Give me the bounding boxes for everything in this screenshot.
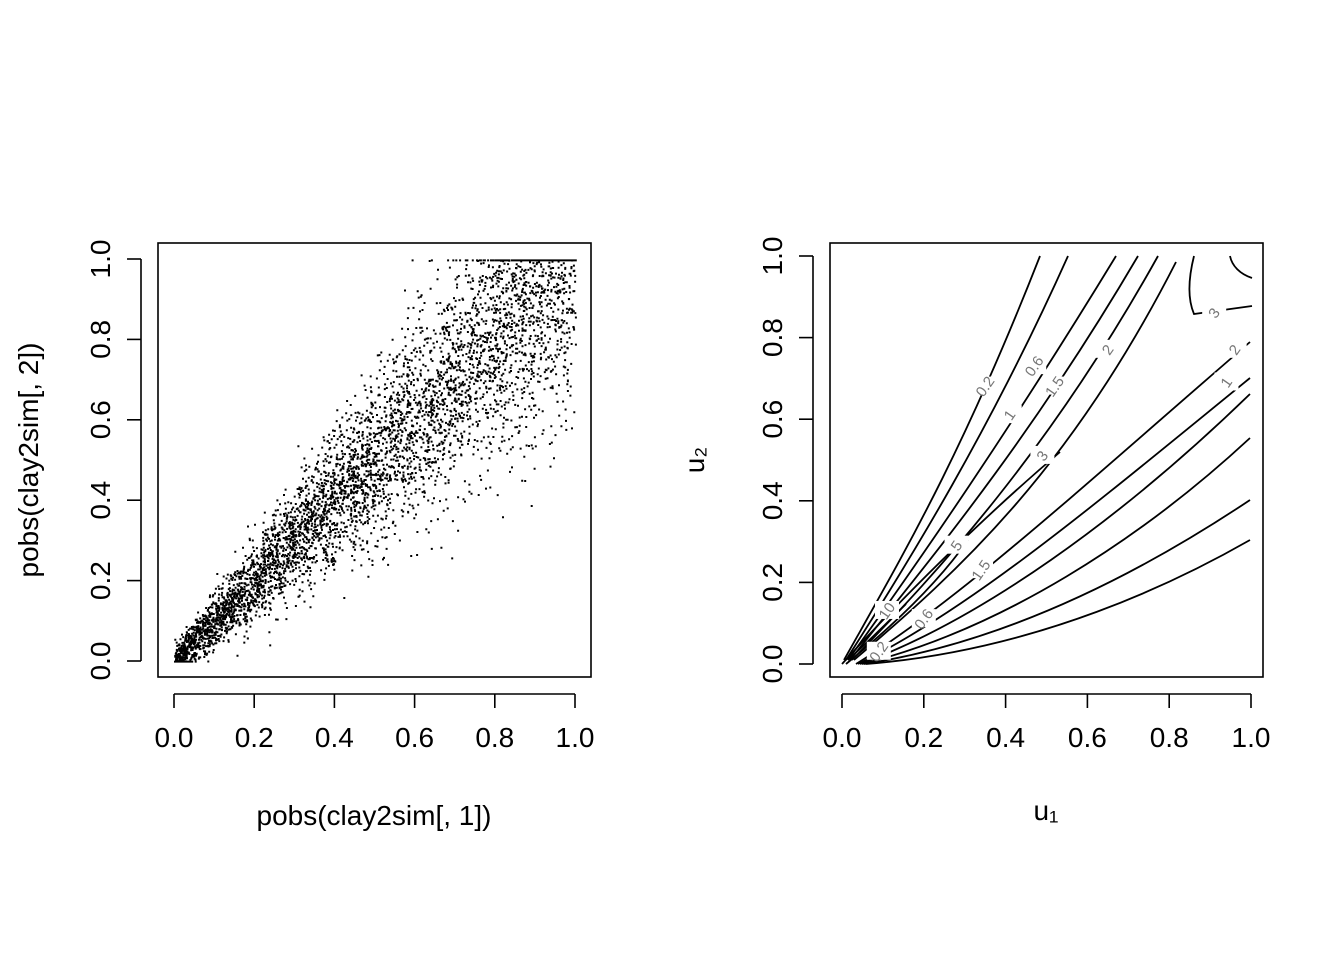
contour-line (861, 437, 1251, 665)
contour-line (857, 377, 1251, 665)
contour-label-background (997, 405, 1022, 424)
contour-y-tick-label: 1.0 (757, 237, 788, 276)
contour-y-tick-label: 0.0 (757, 645, 788, 684)
scatter-y-tick-label: 0.2 (85, 561, 116, 600)
scatter-x-tick-label: 0.2 (235, 722, 274, 753)
contour-label-background (911, 609, 936, 628)
scatter-y-tick-label: 0.6 (85, 400, 116, 439)
scatter-panel: 0.0 0.2 0.4 0.6 0.8 1.0 0.0 0.2 0.4 0.6 0.8 1.0 pob… (13, 240, 594, 831)
contour-label-background (973, 376, 998, 395)
scatter-x-tick-label: 0.6 (395, 722, 434, 753)
contour-x-tick-label: 0.8 (1150, 722, 1189, 753)
scatter-y-tick-label: 0.0 (85, 642, 116, 681)
scatter-x-tick-label: 0.8 (475, 722, 514, 753)
scatter-y-tick-label: 0.4 (85, 481, 116, 520)
contour-label-background (1030, 445, 1055, 464)
scatter-y-tick-label: 0.8 (85, 320, 116, 359)
contour-label-background (1202, 303, 1227, 322)
contour-line (865, 539, 1251, 665)
contour-line (863, 499, 1251, 665)
contour-line (855, 341, 1251, 665)
scatter-points (174, 259, 577, 663)
contour-line (845, 539, 969, 665)
contour-x-tick-label: 0.6 (1068, 722, 1107, 753)
contour-line (859, 393, 1251, 665)
scatter-y-tick-label: 1.0 (85, 240, 116, 279)
contour-line (1229, 255, 1253, 279)
scatter-plot-frame (157, 242, 592, 678)
contour-line (847, 603, 907, 661)
contour-x-axis-title: u₁ (1033, 795, 1058, 826)
scatter-x-tick-label: 1.0 (556, 722, 595, 753)
scatter-point (174, 259, 577, 663)
scatter-x-tick-label: 0.4 (315, 722, 354, 753)
scatter-x-tick-label: 0.0 (155, 722, 194, 753)
contour-x-tick-label: 0.0 (823, 722, 862, 753)
contour-axes: 0.0 0.2 0.4 0.6 0.8 1.0 0.0 0.2 0.4 0.6 0.8 1.0 (757, 237, 1270, 753)
contour-x-tick-label: 1.0 (1232, 722, 1271, 753)
scatter-y-axis-title: pobs(clay2sim[, 2]) (13, 343, 44, 578)
contour-label-background (1095, 339, 1120, 358)
contour-x-tick-label: 0.4 (986, 722, 1025, 753)
contour-line (1188, 255, 1253, 315)
scatter-x-axis-title: pobs(clay2sim[, 1]) (257, 800, 492, 831)
contour-label: 10 (876, 600, 899, 623)
contour-line (845, 255, 1069, 661)
contour-label-background (866, 641, 891, 660)
contour-y-tick-label: 0.2 (757, 563, 788, 602)
contour-line (853, 261, 1177, 661)
contour-y-tick-label: 0.6 (757, 400, 788, 439)
contour-label-background (1222, 339, 1247, 358)
contour-label-background (1042, 376, 1067, 395)
contour-y-axis-title: u₂ (679, 447, 710, 473)
contour-plot-frame (829, 242, 1264, 678)
contour-label-background (944, 535, 969, 554)
contour-y-tick-label: 0.8 (757, 318, 788, 357)
contour-y-tick-label: 0.4 (757, 481, 788, 520)
scatter-axes: 0.0 0.2 0.4 0.6 0.8 1.0 0.0 0.2 0.4 0.6 0.8 1.0 (85, 240, 594, 753)
contour-line (841, 451, 1061, 665)
contour-label-background (1214, 372, 1239, 391)
contour-label-background (874, 600, 899, 619)
contour-line (843, 255, 1041, 661)
contour-x-tick-label: 0.2 (904, 722, 943, 753)
contour-label-background (1022, 356, 1047, 375)
contour-label-background (969, 560, 994, 579)
